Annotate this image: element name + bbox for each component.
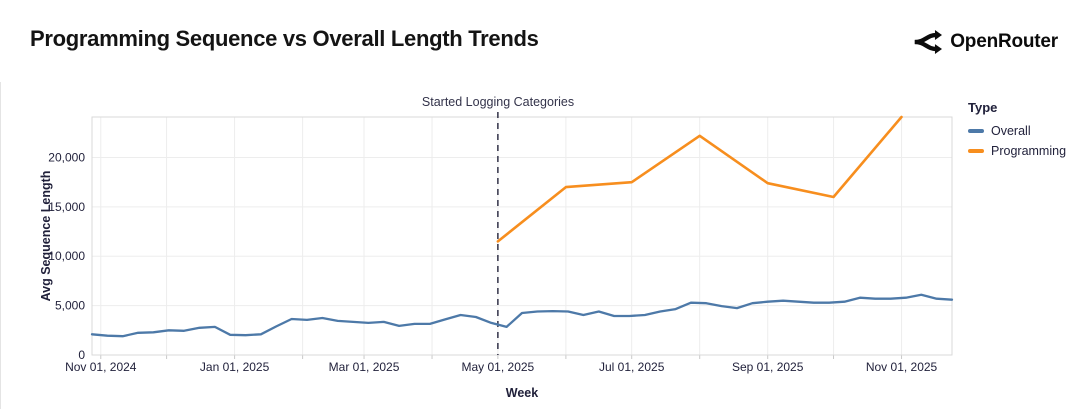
x-tick-label: Nov 01, 2025: [866, 360, 938, 374]
legend-label-overall: Overall: [991, 124, 1031, 138]
x-tick-label: Sep 01, 2025: [732, 360, 804, 374]
y-tick-label: 10,000: [48, 249, 85, 263]
programming-line: [496, 115, 903, 243]
x-tick-label: Jul 01, 2025: [599, 360, 665, 374]
x-tick-label: Nov 01, 2024: [65, 360, 137, 374]
page-title: Programming Sequence vs Overall Length T…: [30, 26, 539, 51]
openrouter-branching-arrows-icon: [914, 30, 943, 54]
y-tick-label: 15,000: [48, 200, 85, 214]
legend-item-programming: Programming: [968, 144, 1066, 158]
y-tick-label: 5,000: [55, 299, 85, 313]
y-tick-label: 0: [78, 348, 85, 362]
brand-name: OpenRouter: [950, 31, 1058, 52]
overall-color-swatch: [968, 129, 984, 133]
annotation-label: Started Logging Categories: [421, 95, 575, 109]
y-axis-title: Avg Sequence Length: [39, 170, 53, 302]
legend: Type Overall Programming: [968, 100, 1066, 164]
card-left-border: [0, 82, 1, 409]
x-tick-label: Jan 01, 2025: [200, 360, 270, 374]
legend-title: Type: [968, 100, 998, 115]
openrouter-brand: OpenRouter: [912, 27, 1058, 57]
x-tick-label: Mar 01, 2025: [329, 360, 400, 374]
plot-border: [91, 116, 953, 356]
x-tick-label: May 01, 2025: [462, 360, 535, 374]
x-axis-title: Week: [505, 386, 539, 400]
legend-item-overall: Overall: [968, 124, 1066, 138]
overall-line: [90, 293, 954, 338]
y-tick-label: 20,000: [48, 150, 85, 164]
legend-label-programming: Programming: [991, 144, 1067, 158]
programming-color-swatch: [968, 149, 984, 153]
